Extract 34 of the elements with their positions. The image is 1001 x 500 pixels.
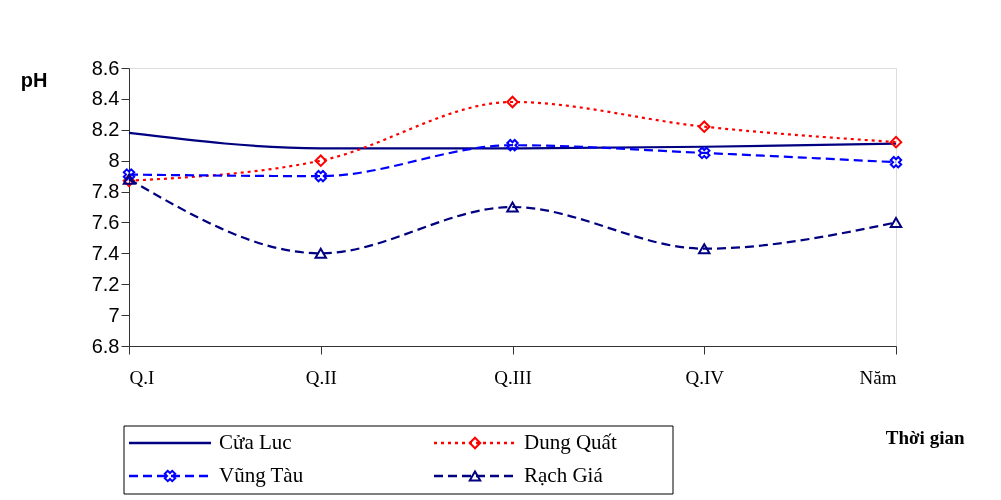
point — [698, 120, 711, 133]
y-tick-label: 8.2 — [91, 118, 120, 141]
point — [889, 156, 903, 169]
y-axis-title: pH — [20, 68, 48, 91]
point — [506, 95, 519, 109]
x-tick-label: Q.II — [305, 366, 337, 388]
point — [698, 146, 711, 160]
y-tick-label: 6.8 — [91, 334, 120, 357]
point — [889, 135, 903, 149]
legend-label: Cửa Luc — [219, 430, 292, 454]
legend-label: Vũng Tàu — [219, 463, 304, 487]
x-tick-label: Q.I — [129, 366, 155, 388]
x-axis-title: Thời gian — [885, 426, 965, 448]
y-tick-label: 7 — [108, 303, 120, 326]
point — [889, 216, 903, 228]
point — [314, 154, 327, 167]
legend-label: Dung Quất — [524, 430, 617, 454]
point — [698, 243, 711, 255]
x-tick-label: Năm — [859, 366, 897, 388]
legend-label: Rạch Giá — [524, 463, 604, 487]
x-tick-label: Q.IV — [685, 366, 725, 388]
y-tick-label: 8.4 — [91, 87, 120, 110]
y-tick-label: 8 — [108, 149, 120, 172]
x-tick-label: Q.III — [494, 366, 532, 388]
point — [314, 247, 327, 259]
y-tick-label: 8.6 — [91, 56, 120, 79]
point — [506, 139, 519, 152]
y-tick-label: 7.6 — [91, 210, 120, 233]
point — [506, 201, 519, 213]
y-tick-label: 7.8 — [91, 180, 120, 203]
y-tick-label: 7.2 — [91, 272, 120, 295]
y-tick-label: 7.4 — [91, 241, 120, 264]
point — [314, 169, 327, 183]
point — [122, 168, 136, 181]
